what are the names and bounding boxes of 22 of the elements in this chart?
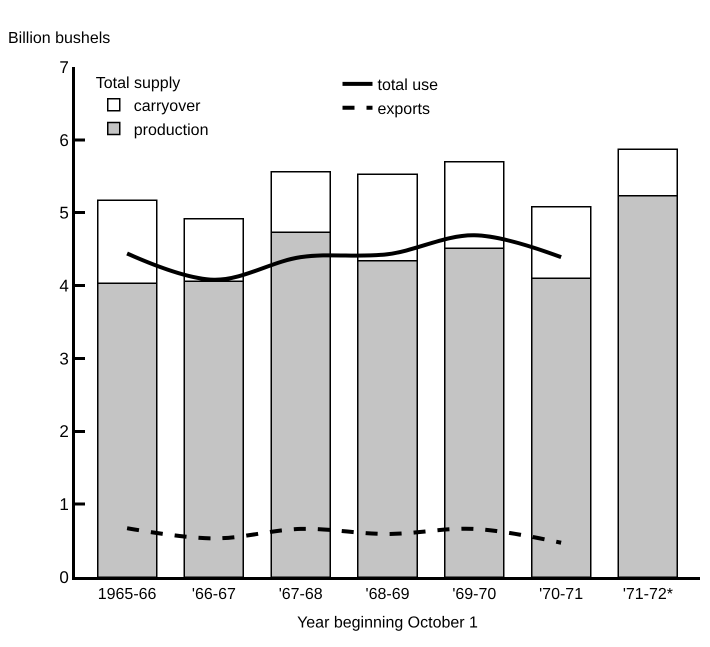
- y-axis-title: Billion bushels: [8, 30, 110, 47]
- legend-label: production: [134, 122, 208, 139]
- y-tick-label: 6: [59, 130, 69, 150]
- y-tick-label: 5: [59, 204, 69, 223]
- y-tick-label: 0: [59, 568, 69, 587]
- x-tick-label: '68-69: [366, 586, 410, 603]
- x-tick-label: 1965-66: [98, 586, 157, 603]
- x-tick-label: '67-68: [278, 586, 323, 603]
- legend-label: total use: [378, 77, 438, 94]
- y-tick-label: 4: [59, 276, 69, 296]
- x-tick-label: '70-71: [539, 586, 584, 603]
- x-tick-label: '71-72*: [622, 586, 674, 603]
- y-tick-label: 1: [59, 495, 69, 514]
- x-tick-label: '69-70: [452, 586, 496, 603]
- legend-label: exports: [378, 100, 430, 118]
- legend-label: carryover: [134, 98, 202, 115]
- y-tick-label: 2: [59, 422, 69, 442]
- x-axis-title: Year beginning October 1: [297, 614, 478, 632]
- x-tick-label: '66-67: [192, 586, 236, 603]
- legend-title: Total supply: [96, 74, 180, 92]
- y-tick-label: 3: [59, 349, 69, 368]
- y-tick-label: 7: [59, 58, 69, 77]
